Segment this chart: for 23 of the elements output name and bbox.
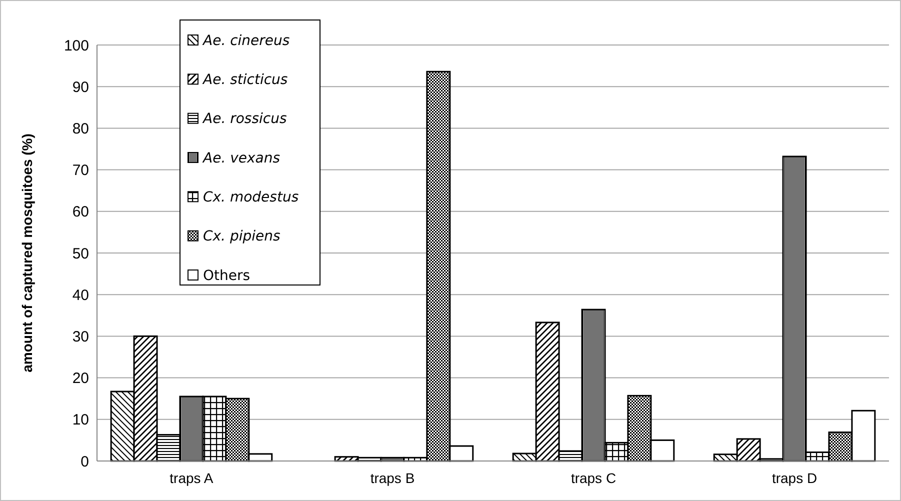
x-tick-label: traps A: [170, 470, 214, 486]
x-tick-label: traps C: [570, 470, 616, 486]
x-tick-label: traps D: [772, 470, 818, 486]
legend-label: Ae. vexans: [202, 150, 280, 166]
y-tick-label: 20: [72, 370, 89, 388]
y-tick-label: 90: [72, 78, 89, 96]
legend-label: Others: [203, 268, 250, 284]
y-tick-label: 100: [64, 37, 89, 54]
legend-label: Ae. cinereus: [202, 32, 290, 49]
x-tick-label: traps B: [370, 470, 415, 486]
y-tick-label: 70: [72, 162, 89, 180]
y-tick-label: 10: [72, 412, 89, 429]
y-tick-label: 40: [72, 286, 89, 304]
y-axis-title: amount of captured mosquitoes (%): [19, 134, 35, 372]
y-tick-label: 30: [72, 328, 89, 346]
y-tick-label: 50: [72, 245, 89, 262]
y-tick-label: 60: [72, 204, 89, 221]
legend-label: Ae. rossicus: [202, 111, 287, 128]
legend-label: Cx. modestus: [203, 190, 299, 206]
legend-label: Cx. pipiens: [203, 228, 280, 245]
y-tick-label: 80: [72, 120, 89, 138]
legend-label: Ae. sticticus: [202, 72, 288, 88]
y-tick-label: 0: [80, 453, 89, 470]
